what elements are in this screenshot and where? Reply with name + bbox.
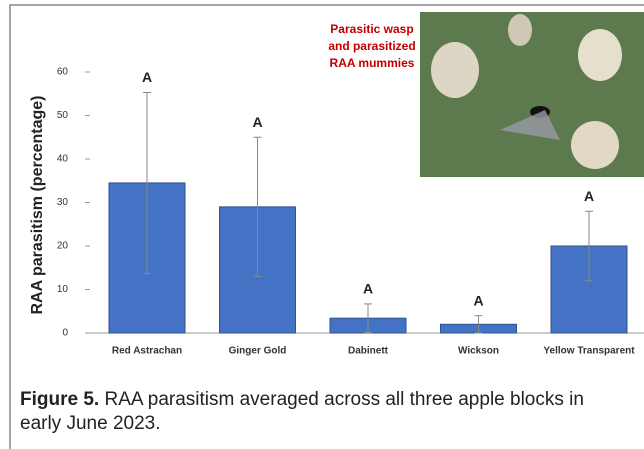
x-tick-label: Dabinett: [348, 346, 389, 357]
inset-photo: [420, 12, 644, 177]
x-tick-label: Ginger Gold: [229, 346, 287, 357]
x-tick-label: Wickson: [458, 346, 499, 357]
caption: Figure 5. RAA parasitism averaged across…: [20, 388, 620, 436]
y-tick-label: 10: [57, 284, 69, 295]
y-tick-label: 20: [57, 241, 69, 252]
y-tick-label: 40: [57, 154, 69, 165]
x-tick-label: Yellow Transparent: [543, 346, 635, 357]
significance-letter: A: [363, 281, 373, 297]
y-tick-label: 0: [62, 328, 68, 339]
significance-letter: A: [252, 114, 262, 130]
y-tick-label: 30: [57, 197, 69, 208]
x-tick-label: Red Astrachan: [112, 346, 182, 357]
inset-caption: and parasitized: [328, 39, 415, 53]
inset-caption: RAA mummies: [330, 56, 415, 70]
y-axis-title: RAA parasitism (percentage): [29, 95, 46, 314]
significance-letter: A: [142, 69, 152, 85]
significance-letter: A: [473, 292, 483, 308]
caption-text: RAA parasitism averaged across all three…: [20, 389, 584, 434]
caption-label: Figure 5.: [20, 389, 99, 410]
y-tick-label: 50: [57, 110, 69, 121]
significance-letter: A: [584, 188, 594, 204]
page: {"chart_data": {"type": "bar", "y_label"…: [0, 0, 644, 449]
chart: RAA parasitism (percentage) 0 10 20 30 40 50 6…: [0, 0, 644, 449]
inset-caption: Parasitic wasp: [330, 22, 413, 36]
y-tick-label: 60: [57, 67, 69, 78]
